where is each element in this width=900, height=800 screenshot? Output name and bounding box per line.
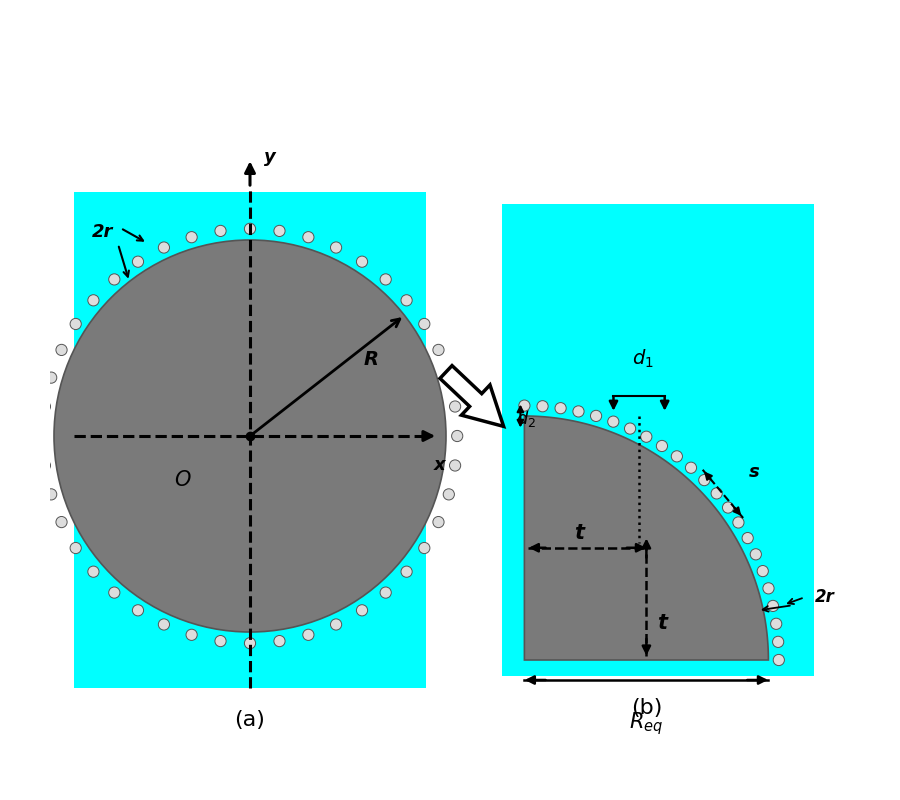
Polygon shape: [440, 366, 504, 426]
Circle shape: [330, 619, 342, 630]
Circle shape: [757, 566, 769, 577]
Circle shape: [158, 619, 169, 630]
Circle shape: [742, 533, 753, 544]
Circle shape: [698, 474, 710, 486]
Text: t: t: [574, 523, 584, 543]
Circle shape: [733, 517, 744, 528]
Circle shape: [302, 630, 314, 641]
Circle shape: [245, 638, 256, 649]
Text: 2r: 2r: [815, 588, 835, 606]
Circle shape: [40, 460, 50, 471]
Circle shape: [768, 600, 778, 611]
Bar: [74, 192, 426, 688]
Text: y: y: [265, 149, 276, 166]
Circle shape: [433, 517, 444, 528]
Circle shape: [401, 566, 412, 578]
Circle shape: [70, 318, 81, 330]
Text: $d_2$: $d_2$: [481, 406, 500, 426]
Circle shape: [449, 401, 461, 412]
Circle shape: [555, 402, 566, 414]
Circle shape: [418, 318, 430, 330]
Text: s: s: [749, 462, 760, 481]
Circle shape: [88, 294, 99, 306]
Circle shape: [158, 242, 169, 253]
Text: $d_1$: $d_1$: [632, 347, 654, 370]
Circle shape: [751, 549, 761, 560]
Circle shape: [418, 542, 430, 554]
Circle shape: [132, 256, 144, 267]
Circle shape: [186, 231, 197, 242]
Circle shape: [608, 416, 619, 427]
Circle shape: [274, 635, 285, 646]
Text: R: R: [364, 350, 378, 369]
Circle shape: [772, 636, 784, 647]
Text: $d_2$: $d_2$: [516, 408, 536, 429]
Circle shape: [380, 587, 392, 598]
Circle shape: [356, 256, 367, 267]
Circle shape: [433, 344, 444, 355]
Circle shape: [723, 502, 734, 513]
Circle shape: [590, 410, 602, 422]
Circle shape: [711, 488, 723, 499]
Circle shape: [37, 430, 49, 442]
Circle shape: [443, 372, 454, 383]
Text: O: O: [174, 470, 190, 490]
Circle shape: [671, 450, 682, 462]
Text: x: x: [434, 456, 446, 474]
Text: t: t: [658, 614, 668, 634]
Circle shape: [245, 223, 256, 234]
Circle shape: [380, 274, 392, 285]
Circle shape: [46, 372, 57, 383]
Circle shape: [656, 440, 668, 451]
Circle shape: [773, 654, 785, 666]
Circle shape: [356, 605, 367, 616]
Text: $R_{eq}$: $R_{eq}$: [629, 710, 663, 738]
Circle shape: [56, 344, 68, 355]
Circle shape: [109, 274, 120, 285]
Text: (a): (a): [235, 710, 266, 730]
Text: 2r: 2r: [92, 223, 113, 241]
Circle shape: [518, 400, 530, 411]
Circle shape: [302, 231, 314, 242]
Circle shape: [109, 587, 120, 598]
Circle shape: [449, 460, 461, 471]
Circle shape: [186, 630, 197, 641]
Circle shape: [215, 226, 226, 237]
Bar: [502, 204, 814, 676]
Circle shape: [40, 401, 50, 412]
Circle shape: [770, 618, 782, 630]
Circle shape: [625, 423, 635, 434]
Circle shape: [452, 430, 463, 442]
Polygon shape: [525, 416, 769, 660]
Text: (b): (b): [631, 698, 662, 718]
Circle shape: [56, 517, 68, 528]
Circle shape: [401, 294, 412, 306]
Circle shape: [274, 226, 285, 237]
Circle shape: [46, 489, 57, 500]
Circle shape: [70, 542, 81, 554]
Circle shape: [215, 635, 226, 646]
Circle shape: [443, 489, 454, 500]
Circle shape: [132, 605, 144, 616]
Circle shape: [88, 566, 99, 578]
Circle shape: [641, 431, 652, 442]
Circle shape: [763, 582, 774, 594]
Circle shape: [686, 462, 697, 474]
Circle shape: [330, 242, 342, 253]
Circle shape: [54, 240, 446, 632]
Circle shape: [537, 401, 548, 412]
Circle shape: [573, 406, 584, 417]
